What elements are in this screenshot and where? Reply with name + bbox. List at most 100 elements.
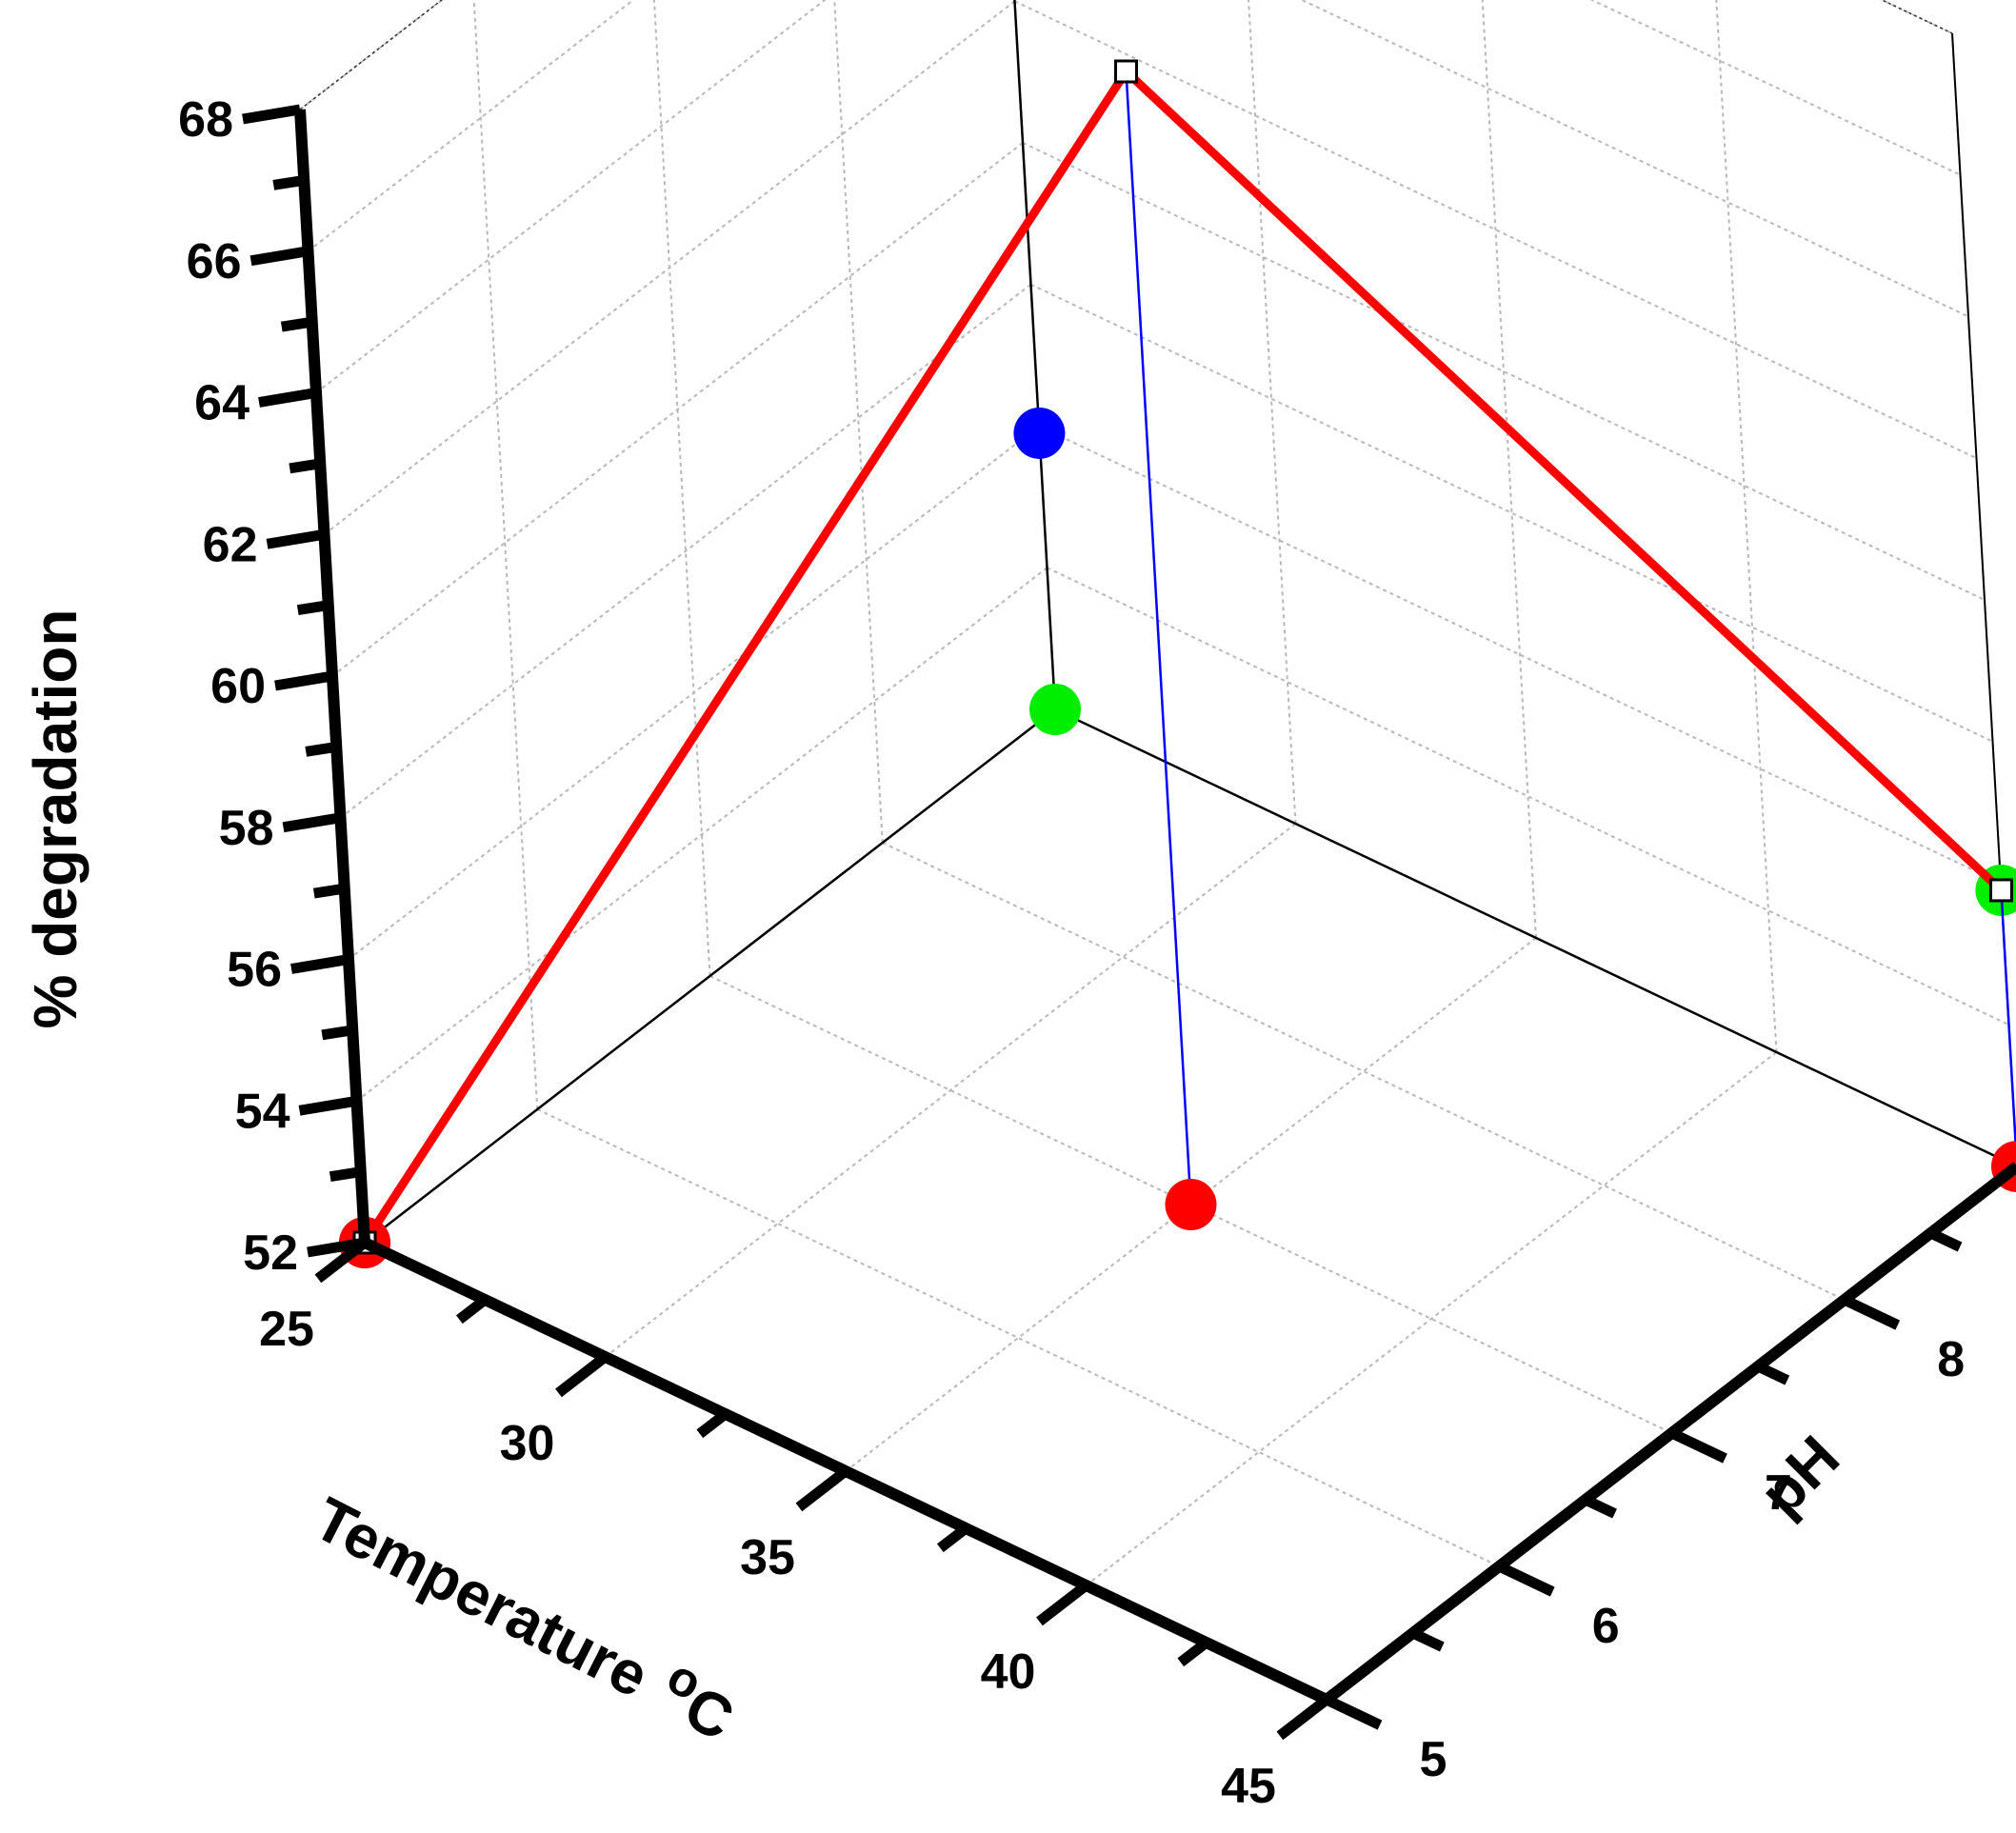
z-major-tick bbox=[282, 812, 342, 833]
z-tick-label: 62 bbox=[203, 517, 258, 572]
left-wall-grid-line bbox=[331, 142, 1024, 677]
z-major-tick bbox=[250, 246, 309, 267]
z-minor-tick bbox=[321, 1025, 354, 1041]
drop-line bbox=[1125, 70, 1192, 1205]
temperature-tick-label: 45 bbox=[1221, 1759, 1276, 1814]
z-tick-label: 60 bbox=[210, 659, 266, 714]
right-wall-grid-line bbox=[1715, 0, 1778, 1053]
top-right-edge bbox=[1880, 0, 1953, 34]
left-wall-grid-line bbox=[833, 0, 884, 844]
left-wall-grid-line bbox=[307, 0, 635, 252]
floor-grid-line bbox=[1085, 1051, 1778, 1586]
z-major-tick bbox=[290, 954, 349, 974]
temperature-tick-label: 35 bbox=[740, 1530, 795, 1585]
temperature-tick-label: 40 bbox=[981, 1644, 1036, 1700]
z-major-tick bbox=[274, 670, 333, 691]
left-wall-grid-line bbox=[348, 425, 1040, 961]
z-major-tick bbox=[258, 388, 317, 408]
z-tick-label: 52 bbox=[243, 1225, 298, 1281]
ph-major-tick bbox=[1842, 1295, 1901, 1330]
z-tick-label: 54 bbox=[235, 1084, 290, 1139]
z-minor-tick bbox=[280, 316, 313, 332]
projection-point-temperature-wall bbox=[1013, 407, 1066, 459]
data-layer bbox=[339, 59, 2016, 1268]
axis-labels: 525456586062646668253035404556789 bbox=[178, 92, 1965, 1814]
ph-major-tick bbox=[1669, 1428, 1727, 1464]
floor-grid-line bbox=[882, 842, 1846, 1301]
z-major-tick bbox=[266, 528, 326, 549]
data-point-marker bbox=[1988, 878, 2013, 903]
back-vertical-edge bbox=[1013, 0, 1057, 710]
right-wall-grid-line bbox=[1589, 0, 1961, 176]
z-minor-tick bbox=[329, 1166, 362, 1183]
temperature-minor-tick bbox=[1177, 1638, 1210, 1667]
left-wall-grid-line bbox=[299, 0, 444, 110]
right-wall-grid-line bbox=[1481, 0, 1537, 939]
ph-tick-label: 6 bbox=[1592, 1599, 1620, 1654]
temperature-major-tick bbox=[1276, 1695, 1330, 1741]
projection-point-ph-wall bbox=[1029, 684, 1081, 735]
ph-major-tick bbox=[1324, 1695, 1383, 1730]
y-axis-title: pH bbox=[1747, 1423, 1852, 1528]
left-wall-grid-line bbox=[652, 0, 711, 977]
ph-major-tick bbox=[1496, 1562, 1555, 1597]
floor-grid-line bbox=[536, 1108, 1500, 1567]
temperature-major-tick bbox=[555, 1352, 609, 1398]
right-wall-grid-line bbox=[1022, 142, 1986, 601]
left-wall-grid-line bbox=[315, 0, 827, 394]
floor-grid-line bbox=[709, 975, 1672, 1434]
right-wall-grid-line bbox=[1038, 425, 2002, 885]
z-tick-label: 68 bbox=[178, 92, 233, 148]
temperature-major-tick bbox=[795, 1466, 849, 1512]
right-wall-grid-line bbox=[1300, 0, 1969, 318]
left-wall-grid-line bbox=[339, 283, 1032, 819]
z-axis-title: % degradation bbox=[21, 609, 90, 1029]
left-wall-grid-line bbox=[323, 0, 1016, 536]
temperature-minor-tick bbox=[455, 1295, 489, 1325]
z-minor-tick bbox=[296, 600, 329, 616]
z-major-tick bbox=[298, 1095, 358, 1116]
z-minor-tick bbox=[312, 883, 346, 899]
floor-back-right-edge bbox=[1054, 707, 2016, 1167]
ph-minor-tick bbox=[1928, 1228, 1963, 1252]
floor-back-left-edge bbox=[364, 708, 1056, 1244]
z-minor-tick bbox=[305, 741, 338, 757]
z-minor-tick bbox=[272, 174, 306, 190]
temperature-tick-label: 25 bbox=[259, 1302, 314, 1357]
right-wall-grid-line bbox=[1013, 0, 1056, 710]
ph-minor-tick bbox=[1583, 1495, 1617, 1519]
x-axis-title: TemperatureoC bbox=[304, 1474, 749, 1754]
temperature-major-tick bbox=[1036, 1581, 1089, 1626]
ph-tick-label: 7 bbox=[1765, 1465, 1792, 1521]
z-tick-label: 64 bbox=[194, 376, 250, 431]
z-major-tick bbox=[242, 104, 301, 125]
left-wall-grid-line bbox=[355, 567, 1048, 1103]
right-wall-grid-line bbox=[1047, 567, 2009, 1026]
left-wall-grid-line bbox=[1013, 0, 1056, 710]
right-wall-grid-line bbox=[1880, 0, 1953, 34]
floor-grid-line bbox=[604, 823, 1297, 1358]
z-tick-label: 56 bbox=[227, 943, 282, 998]
ph-tick-label: 5 bbox=[1420, 1732, 1447, 1787]
ph-tick-label: 8 bbox=[1937, 1332, 1965, 1387]
right-wall-grid-line bbox=[1014, 0, 1977, 460]
right-wall-grid-line bbox=[1030, 283, 1993, 743]
temperature-major-tick bbox=[314, 1238, 369, 1284]
right-wall-grid-line bbox=[1248, 0, 1297, 825]
projection-point-floor bbox=[1165, 1179, 1217, 1230]
temperature-minor-tick bbox=[936, 1524, 969, 1553]
ph-minor-tick bbox=[1410, 1628, 1445, 1652]
temperature-minor-tick bbox=[696, 1409, 729, 1439]
top-left-edge bbox=[299, 0, 444, 110]
grid-lines bbox=[299, 0, 2016, 1701]
axis-ticks bbox=[242, 104, 2016, 1741]
z-minor-tick bbox=[289, 458, 322, 474]
z-tick-label: 66 bbox=[187, 234, 242, 289]
left-wall-grid-line bbox=[472, 0, 539, 1110]
temperature-tick-label: 30 bbox=[500, 1416, 555, 1471]
ph-axis-line bbox=[1323, 1162, 2016, 1704]
ph-minor-tick bbox=[1755, 1362, 1790, 1385]
drop-line bbox=[2000, 889, 2016, 1167]
z-tick-label: 58 bbox=[219, 801, 274, 856]
